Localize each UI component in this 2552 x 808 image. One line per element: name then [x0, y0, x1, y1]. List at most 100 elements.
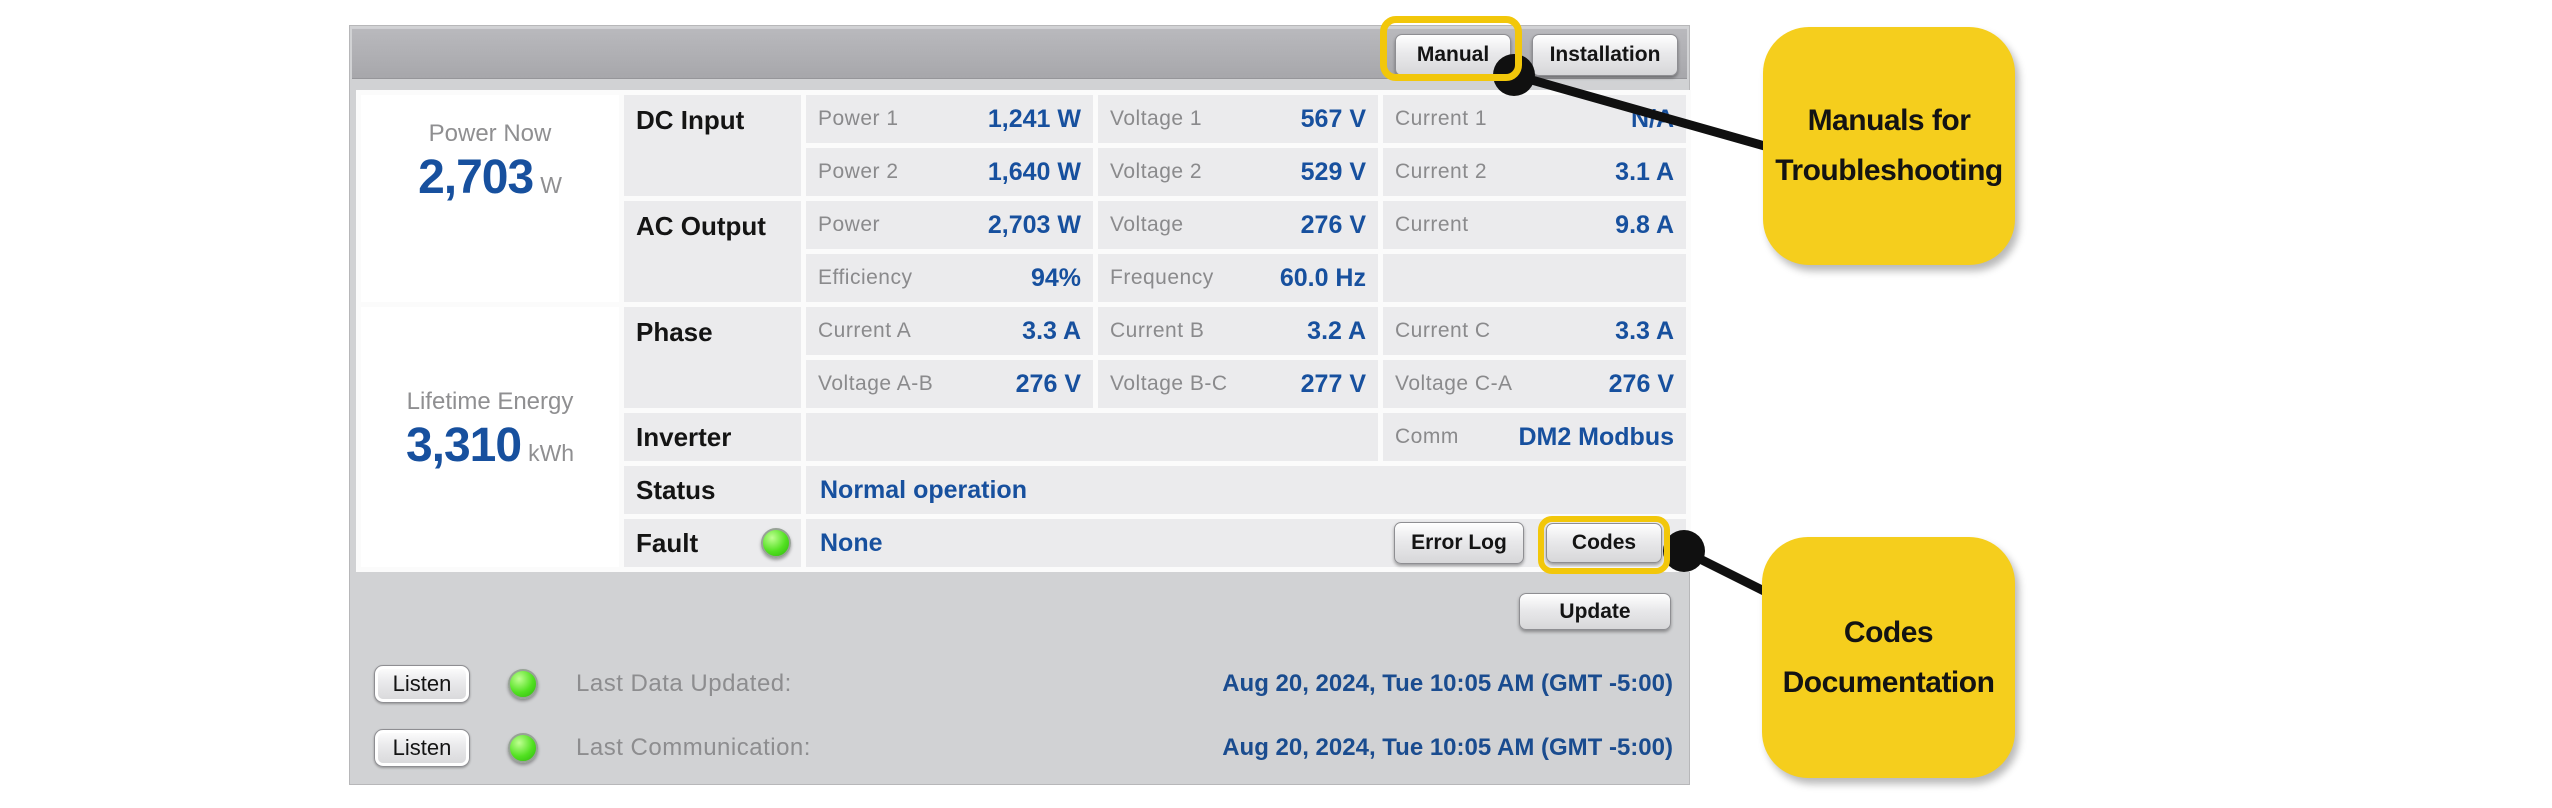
- metric-label: Current 1: [1395, 107, 1488, 130]
- lifetime-energy-label: Lifetime Energy: [406, 387, 574, 415]
- metric-value: 2,703 W: [987, 210, 1081, 239]
- metric-label: Current 2: [1395, 160, 1488, 183]
- metric-label: Voltage C-A: [1395, 372, 1513, 395]
- callout-text: Manuals for: [1807, 104, 1971, 137]
- comm-status-led-icon: [508, 733, 538, 763]
- metric-comm: Comm DM2 Modbus: [1383, 413, 1686, 461]
- metric-label: Power: [818, 213, 881, 236]
- metric-voltage-ab: Voltage A-B 276 V: [806, 360, 1093, 408]
- metric-value: 276 V: [1608, 369, 1674, 398]
- metric-current2: Current 2 3.1 A: [1383, 148, 1686, 196]
- metric-ac-current: Current 9.8 A: [1383, 201, 1686, 249]
- section-phase: Phase: [624, 307, 801, 408]
- section-ac-output: AC Output: [624, 201, 801, 302]
- header-bar: Manual Installation: [352, 28, 1687, 79]
- fault-row: None Error Log Codes: [806, 519, 1686, 567]
- metric-label: Voltage: [1110, 213, 1184, 236]
- section-inverter: Inverter: [624, 413, 801, 461]
- metric-label: Efficiency: [818, 266, 913, 289]
- last-communication-value: Aug 20, 2024, Tue 10:05 AM (GMT -5:00): [1222, 734, 1673, 761]
- power-now-unit: W: [540, 172, 562, 198]
- lifetime-energy-unit: kWh: [528, 439, 575, 466]
- data-status-led-icon: [508, 669, 538, 699]
- metric-value: 3.1 A: [1615, 157, 1674, 186]
- metric-ac-power: Power 2,703 W: [806, 201, 1093, 249]
- metric-frequency: Frequency 60.0 Hz: [1098, 254, 1378, 302]
- fault-label: Fault: [636, 527, 699, 558]
- metric-voltage-ca: Voltage C-A 276 V: [1383, 360, 1686, 408]
- metric-label: Power 2: [818, 160, 899, 183]
- fault-value: None: [820, 528, 883, 557]
- installation-button[interactable]: Installation: [1532, 34, 1678, 76]
- metric-value: 3.3 A: [1022, 316, 1081, 345]
- last-communication-label: Last Communication:: [576, 734, 811, 761]
- power-now-label: Power Now: [428, 120, 552, 147]
- metric-value: N/A: [1630, 104, 1674, 133]
- status-value: Normal operation: [806, 466, 1686, 514]
- last-data-updated-value: Aug 20, 2024, Tue 10:05 AM (GMT -5:00): [1222, 670, 1673, 697]
- metric-label: Voltage B-C: [1110, 372, 1228, 395]
- metric-value: DM2 Modbus: [1518, 422, 1674, 451]
- metric-ac-voltage: Voltage 276 V: [1098, 201, 1378, 249]
- metric-label: Power 1: [818, 107, 899, 130]
- metric-label: Current: [1395, 213, 1469, 236]
- listen-button-comm[interactable]: Listen: [374, 729, 470, 767]
- callout-text: Troubleshooting: [1775, 154, 2003, 187]
- lifetime-energy-value-row: 3,310 kWh: [406, 418, 574, 473]
- power-now-card: Power Now 2,703 W: [361, 95, 619, 302]
- metric-current-c: Current C 3.3 A: [1383, 307, 1686, 355]
- last-communication-row: Listen Last Communication: Aug 20, 2024,…: [374, 728, 1673, 768]
- fault-status-led-icon: [761, 528, 791, 558]
- metric-power2: Power 2 1,640 W: [806, 148, 1093, 196]
- manual-callout-bubble: Manuals for Troubleshooting: [1763, 27, 2015, 265]
- metric-value: 529 V: [1300, 157, 1366, 186]
- inverter-monitor-panel: Manual Installation Power Now 2,703 W Li…: [349, 25, 1691, 785]
- metric-value: 3.2 A: [1307, 316, 1366, 345]
- listen-button-data[interactable]: Listen: [374, 665, 470, 703]
- metric-label: Voltage 2: [1110, 160, 1203, 183]
- section-fault: Fault: [624, 519, 801, 567]
- metric-label: Current A: [818, 319, 912, 342]
- metric-value: 9.8 A: [1615, 210, 1674, 239]
- metric-current1: Current 1 N/A: [1383, 95, 1686, 143]
- update-button[interactable]: Update: [1519, 593, 1671, 630]
- metric-value: 277 V: [1300, 369, 1366, 398]
- metric-current-a: Current A 3.3 A: [806, 307, 1093, 355]
- metrics-table: Power Now 2,703 W Lifetime Energy 3,310 …: [356, 90, 1691, 572]
- metric-voltage2: Voltage 2 529 V: [1098, 148, 1378, 196]
- metric-efficiency: Efficiency 94%: [806, 254, 1093, 302]
- metric-label: Comm: [1395, 425, 1459, 448]
- section-status: Status: [624, 466, 801, 514]
- metric-value: 94%: [1030, 263, 1081, 292]
- metric-value: 567 V: [1300, 104, 1366, 133]
- metric-label: Frequency: [1110, 266, 1214, 289]
- metric-value: 3.3 A: [1615, 316, 1674, 345]
- metric-value: 1,640 W: [987, 157, 1081, 186]
- last-data-updated-label: Last Data Updated:: [576, 670, 792, 697]
- metric-voltage1: Voltage 1 567 V: [1098, 95, 1378, 143]
- metric-label: Current B: [1110, 319, 1205, 342]
- error-log-button[interactable]: Error Log: [1394, 522, 1524, 564]
- metric-value: 60.0 Hz: [1279, 263, 1366, 292]
- power-now-value-row: 2,703 W: [418, 150, 562, 205]
- metric-value: 276 V: [1300, 210, 1366, 239]
- power-now-value: 2,703: [418, 151, 534, 204]
- section-dc-input: DC Input: [624, 95, 801, 196]
- metric-power1: Power 1 1,241 W: [806, 95, 1093, 143]
- metric-voltage-bc: Voltage B-C 277 V: [1098, 360, 1378, 408]
- codes-button[interactable]: Codes: [1546, 523, 1662, 563]
- lifetime-energy-value: 3,310: [405, 418, 522, 472]
- metric-label: Voltage A-B: [818, 372, 934, 395]
- empty-cell: [1383, 254, 1686, 302]
- manual-button[interactable]: Manual: [1395, 34, 1511, 76]
- callout-text: Codes: [1843, 615, 1934, 649]
- metric-label: Current C: [1395, 319, 1491, 342]
- metric-value: 1,241 W: [987, 104, 1081, 133]
- codes-callout-bubble: Codes Documentation: [1762, 537, 2015, 778]
- callout-text: Documentation: [1782, 665, 1995, 699]
- last-data-updated-row: Listen Last Data Updated: Aug 20, 2024, …: [374, 664, 1673, 704]
- metric-current-b: Current B 3.2 A: [1098, 307, 1378, 355]
- empty-cell: [806, 413, 1378, 461]
- metric-label: Voltage 1: [1110, 107, 1203, 130]
